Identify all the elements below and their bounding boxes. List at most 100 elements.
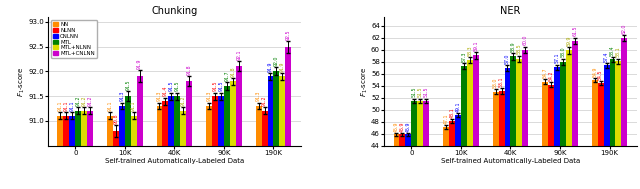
- Bar: [412, 101, 417, 146]
- Bar: [499, 91, 504, 146]
- Y-axis label: $F_1$-score: $F_1$-score: [359, 66, 369, 97]
- Text: 51.5: 51.5: [418, 87, 423, 98]
- Bar: [163, 101, 168, 146]
- Text: 91.2: 91.2: [82, 96, 86, 106]
- Text: 91.5: 91.5: [212, 81, 218, 91]
- Text: 49.1: 49.1: [456, 101, 460, 112]
- Text: 58.3: 58.3: [467, 45, 472, 56]
- Bar: [107, 116, 113, 146]
- Bar: [206, 106, 212, 146]
- Bar: [604, 65, 609, 146]
- Text: 45.9: 45.9: [394, 121, 399, 132]
- Text: 58.5: 58.5: [517, 44, 522, 54]
- Bar: [280, 76, 285, 146]
- Text: 51.5: 51.5: [424, 87, 429, 98]
- Text: 61.5: 61.5: [572, 26, 577, 36]
- Bar: [268, 76, 273, 146]
- Bar: [157, 106, 163, 146]
- Text: 91.2: 91.2: [262, 96, 267, 106]
- Bar: [76, 111, 81, 146]
- Bar: [87, 111, 93, 146]
- Text: 48.1: 48.1: [449, 107, 454, 118]
- Text: 91.8: 91.8: [230, 66, 236, 77]
- Bar: [467, 60, 473, 146]
- Bar: [186, 81, 192, 146]
- Text: 62.0: 62.0: [622, 24, 627, 34]
- Text: 60.0: 60.0: [523, 35, 528, 45]
- Text: 59.9: 59.9: [566, 36, 572, 46]
- Text: 91.3: 91.3: [256, 91, 261, 101]
- Bar: [405, 134, 412, 146]
- X-axis label: Self-trained Automatically-Labeled Data: Self-trained Automatically-Labeled Data: [441, 158, 580, 164]
- Bar: [473, 55, 479, 146]
- Bar: [616, 61, 621, 146]
- Text: 91.1: 91.1: [70, 101, 75, 111]
- Bar: [609, 60, 616, 146]
- Text: 91.9: 91.9: [137, 59, 142, 69]
- Bar: [449, 121, 455, 146]
- Text: 53.0: 53.0: [493, 77, 498, 88]
- Bar: [560, 62, 566, 146]
- Text: 90.8: 90.8: [113, 113, 118, 124]
- Bar: [572, 41, 578, 146]
- Bar: [399, 134, 405, 146]
- Text: 51.5: 51.5: [412, 87, 417, 98]
- Text: 54.7: 54.7: [543, 67, 548, 78]
- Text: 45.9: 45.9: [406, 121, 411, 132]
- Bar: [511, 57, 516, 146]
- Bar: [504, 68, 511, 146]
- Bar: [180, 111, 186, 146]
- Bar: [63, 116, 69, 146]
- Bar: [394, 134, 399, 146]
- Text: 57.1: 57.1: [554, 53, 559, 63]
- Bar: [224, 86, 230, 146]
- Text: 57.4: 57.4: [604, 52, 609, 62]
- Text: 58.1: 58.1: [616, 47, 621, 57]
- Bar: [125, 96, 131, 146]
- Text: 57.0: 57.0: [505, 53, 510, 64]
- Bar: [423, 101, 429, 146]
- Bar: [566, 50, 572, 146]
- Bar: [548, 84, 554, 146]
- Bar: [230, 81, 236, 146]
- Bar: [262, 111, 268, 146]
- Text: 58.9: 58.9: [511, 41, 516, 52]
- Title: NER: NER: [500, 6, 520, 16]
- Bar: [542, 82, 548, 146]
- Bar: [131, 116, 137, 146]
- Text: 58.0: 58.0: [561, 47, 566, 57]
- X-axis label: Self-trained Automatically-Labeled Data: Self-trained Automatically-Labeled Data: [105, 158, 244, 164]
- Text: 91.7: 91.7: [225, 71, 229, 81]
- Bar: [285, 47, 291, 146]
- Bar: [255, 106, 262, 146]
- Bar: [455, 115, 461, 146]
- Bar: [493, 92, 499, 146]
- Bar: [212, 96, 218, 146]
- Text: 91.2: 91.2: [88, 96, 93, 106]
- Text: 92.1: 92.1: [236, 50, 241, 60]
- Text: 54.5: 54.5: [598, 69, 603, 80]
- Text: 91.4: 91.4: [163, 86, 168, 96]
- Bar: [218, 96, 224, 146]
- Text: 58.4: 58.4: [610, 45, 615, 56]
- Text: 91.5: 91.5: [169, 81, 174, 91]
- Text: 92.0: 92.0: [274, 56, 279, 66]
- Text: 47.1: 47.1: [444, 113, 449, 124]
- Bar: [417, 101, 423, 146]
- Text: 91.1: 91.1: [58, 101, 63, 111]
- Text: 91.3: 91.3: [157, 91, 162, 101]
- Text: 53.1: 53.1: [499, 77, 504, 87]
- Bar: [58, 116, 63, 146]
- Bar: [113, 131, 119, 146]
- Text: 91.5: 91.5: [125, 80, 131, 90]
- Text: 91.1: 91.1: [131, 101, 136, 111]
- Text: 91.9: 91.9: [268, 61, 273, 72]
- Bar: [522, 50, 528, 146]
- Bar: [137, 76, 143, 146]
- Text: 91.1: 91.1: [108, 101, 113, 111]
- Bar: [174, 96, 180, 146]
- Bar: [592, 80, 598, 146]
- Text: 59.1: 59.1: [473, 40, 478, 51]
- Bar: [516, 59, 522, 146]
- Bar: [168, 96, 174, 146]
